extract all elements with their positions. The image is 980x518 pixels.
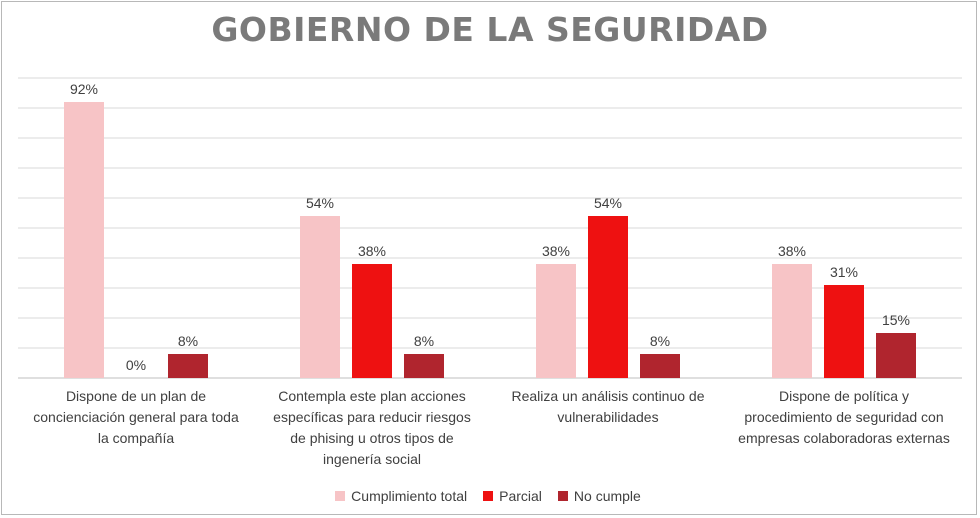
legend-item: No cumple [557, 488, 641, 504]
legend-label: No cumple [573, 488, 641, 504]
category-label-line: Dispone de política y [779, 388, 909, 404]
category-label-line: Dispone de un plan de [65, 388, 207, 404]
bar-parcial-3 [824, 285, 864, 378]
legend-label: Parcial [499, 488, 542, 504]
category-label-line: vulnerabilidades [557, 409, 659, 425]
bar-cumplimiento-total-0 [64, 102, 104, 378]
data-label: 54% [306, 195, 334, 211]
category-label-line: de phising u otros tipos de [290, 430, 454, 446]
data-label: 8% [178, 333, 198, 349]
legend-label: Cumplimiento total [351, 488, 468, 504]
data-label: 8% [650, 333, 670, 349]
bar-parcial-2 [588, 216, 628, 378]
category-label: Contempla este plan acciones específicas … [257, 386, 487, 470]
legend-swatch [557, 491, 568, 501]
bar-no-cumple-2 [640, 354, 680, 378]
chart-legend: Cumplimiento total Parcial No cumple [0, 488, 976, 504]
category-label-line: empresas colaboradoras externas [738, 430, 950, 446]
bar-parcial-1 [352, 264, 392, 378]
category-label: Realiza un análisis continuo de vulnerabi… [493, 386, 723, 428]
data-label: 38% [358, 243, 386, 259]
legend-swatch [483, 491, 494, 501]
data-label: 38% [778, 243, 806, 259]
category-label: Dispone de un plan de concienciación gene… [21, 386, 251, 449]
bar-cumplimiento-total-3 [772, 264, 812, 378]
data-label: 8% [414, 333, 434, 349]
category-label: Dispone de política y procedimiento de se… [729, 386, 959, 449]
category-label-line: específicas para reducir riesgos [273, 409, 471, 425]
category-label-line: Realiza un análisis continuo de [511, 388, 705, 404]
chart-title: GOBIERNO DE LA SEGURIDAD [211, 10, 769, 49]
category-label-line: ingenería social [322, 451, 422, 467]
bar-no-cumple-3 [876, 333, 916, 378]
legend-item: Parcial [483, 488, 542, 504]
bar-no-cumple-0 [168, 354, 208, 378]
bar-cumplimiento-total-1 [300, 216, 340, 378]
data-label: 0% [126, 357, 146, 373]
category-label-line: procedimiento de seguridad con [744, 409, 944, 425]
data-label: 38% [542, 243, 570, 259]
data-label: 15% [882, 312, 910, 328]
bar-no-cumple-1 [404, 354, 444, 378]
legend-item: Cumplimiento total [335, 488, 467, 504]
data-label: 92% [70, 81, 98, 97]
data-label: 31% [830, 264, 858, 280]
category-label-line: Contempla este plan acciones [278, 388, 466, 404]
bar-cumplimiento-total-2 [536, 264, 576, 378]
data-label: 54% [594, 195, 622, 211]
category-label-line: la compañía [97, 430, 175, 446]
category-label-line: concienciación general para toda [33, 409, 239, 425]
legend-swatch [335, 491, 346, 501]
